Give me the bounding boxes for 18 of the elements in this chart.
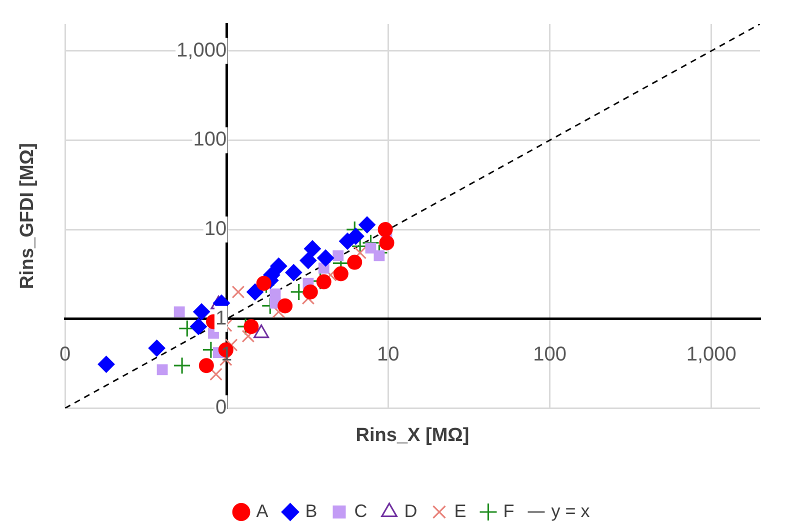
x-axis-title: Rins_X [MΩ] xyxy=(356,424,470,446)
legend-label: D xyxy=(404,500,418,521)
x-tick-label: 1,000 xyxy=(686,343,736,366)
legend-label: B xyxy=(305,500,318,521)
x-tick-label: 10 xyxy=(377,343,400,366)
x-tick-label: 0 xyxy=(59,343,71,366)
y-tick-label: 100 xyxy=(193,128,227,151)
legend-label: A xyxy=(256,500,268,521)
legend-label: C xyxy=(354,500,368,521)
y-tick-label: 1,000 xyxy=(176,39,227,62)
y-tick-label: 1 xyxy=(215,307,227,330)
x-tick-label: 100 xyxy=(533,343,566,366)
y-tick-label: 10 xyxy=(204,218,227,240)
legend-label: y = x xyxy=(551,500,590,521)
legend-label: F xyxy=(503,500,514,521)
legend-label: E xyxy=(454,500,466,521)
y-axis-title: Rins_GFDI [MΩ] xyxy=(17,143,38,290)
y-tick-label: 0 xyxy=(215,396,227,419)
